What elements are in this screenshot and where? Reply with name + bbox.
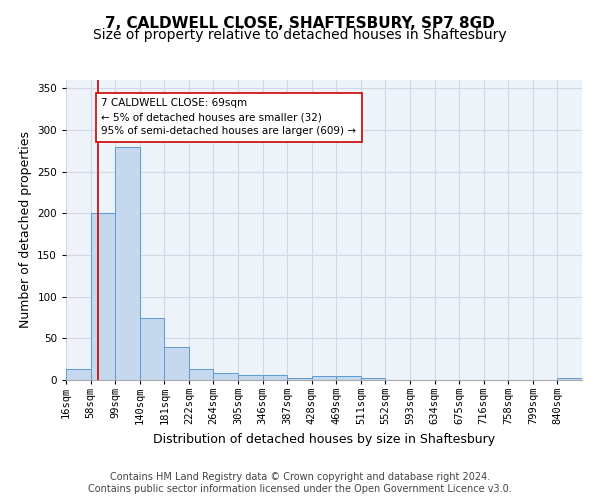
Bar (287, 378, 312, 380)
Text: 7, CALDWELL CLOSE, SHAFTESBURY, SP7 8GD: 7, CALDWELL CLOSE, SHAFTESBURY, SP7 8GD (105, 16, 495, 31)
Bar (361, 378, 385, 380)
Bar (115, 146, 140, 380)
Bar (189, 369, 214, 380)
Bar (164, 346, 189, 380)
Bar (91, 214, 115, 380)
Bar (263, 375, 287, 380)
Text: Contains HM Land Registry data © Crown copyright and database right 2024.
Contai: Contains HM Land Registry data © Crown c… (88, 472, 512, 494)
Bar (66, 369, 91, 380)
Bar (214, 374, 238, 380)
Y-axis label: Number of detached properties: Number of detached properties (19, 132, 32, 328)
Bar (140, 318, 164, 380)
Bar (312, 376, 336, 380)
Bar (238, 375, 263, 380)
Text: 7 CALDWELL CLOSE: 69sqm
← 5% of detached houses are smaller (32)
95% of semi-det: 7 CALDWELL CLOSE: 69sqm ← 5% of detached… (101, 98, 356, 136)
Text: Size of property relative to detached houses in Shaftesbury: Size of property relative to detached ho… (93, 28, 507, 42)
X-axis label: Distribution of detached houses by size in Shaftesbury: Distribution of detached houses by size … (153, 433, 495, 446)
Bar (336, 376, 361, 380)
Bar (557, 378, 582, 380)
